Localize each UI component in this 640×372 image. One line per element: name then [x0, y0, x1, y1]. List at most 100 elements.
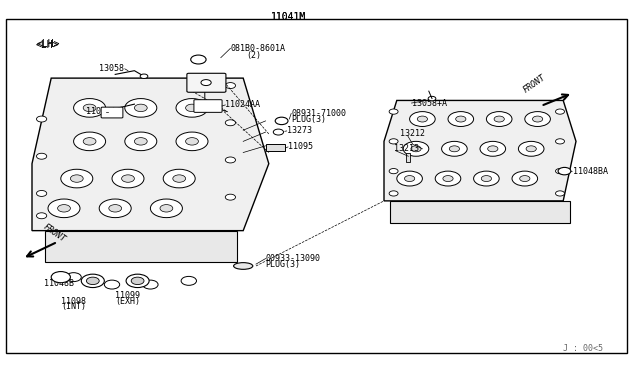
Circle shape [225, 83, 236, 89]
Circle shape [186, 138, 198, 145]
Circle shape [443, 176, 453, 182]
Circle shape [99, 199, 131, 218]
Circle shape [474, 171, 499, 186]
Circle shape [525, 112, 550, 126]
Circle shape [518, 141, 544, 156]
Circle shape [122, 175, 134, 182]
Circle shape [556, 169, 564, 174]
Circle shape [556, 109, 564, 114]
Circle shape [532, 116, 543, 122]
Circle shape [558, 167, 571, 175]
Circle shape [48, 199, 80, 218]
Circle shape [186, 104, 198, 112]
Text: 11095: 11095 [288, 142, 313, 151]
Circle shape [488, 146, 498, 152]
Circle shape [104, 280, 120, 289]
Text: PLUG(3): PLUG(3) [266, 260, 301, 269]
Text: 11099: 11099 [115, 291, 141, 300]
FancyBboxPatch shape [194, 100, 222, 112]
Circle shape [403, 141, 429, 156]
Circle shape [389, 191, 398, 196]
Circle shape [404, 176, 415, 182]
Text: (INT): (INT) [61, 302, 86, 311]
Text: (2): (2) [246, 51, 261, 60]
Text: <LH>: <LH> [36, 39, 60, 48]
Polygon shape [384, 100, 576, 201]
Circle shape [556, 139, 564, 144]
Text: 13058+A: 13058+A [412, 99, 447, 108]
Text: 13212: 13212 [400, 129, 425, 138]
Circle shape [480, 141, 506, 156]
Circle shape [397, 171, 422, 186]
Circle shape [225, 194, 236, 200]
Circle shape [176, 99, 208, 117]
Circle shape [520, 176, 530, 182]
Polygon shape [45, 231, 237, 262]
Text: FRONT: FRONT [522, 73, 547, 95]
Bar [406, 153, 410, 162]
Circle shape [150, 199, 182, 218]
Text: 11041M: 11041M [270, 12, 306, 22]
Circle shape [61, 169, 93, 188]
Circle shape [125, 99, 157, 117]
Circle shape [389, 169, 398, 174]
Text: PLUG(3): PLUG(3) [291, 115, 326, 124]
Circle shape [456, 116, 466, 122]
Text: 11024A: 11024A [86, 107, 116, 116]
FancyBboxPatch shape [187, 73, 226, 92]
Circle shape [125, 132, 157, 151]
Circle shape [36, 190, 47, 196]
Circle shape [74, 132, 106, 151]
FancyBboxPatch shape [101, 107, 123, 118]
Text: 11024AA: 11024AA [225, 100, 260, 109]
Circle shape [389, 109, 398, 114]
Circle shape [225, 157, 236, 163]
Circle shape [36, 116, 47, 122]
Circle shape [448, 112, 474, 126]
Text: <LH>: <LH> [35, 40, 59, 49]
Circle shape [201, 80, 211, 86]
Circle shape [36, 153, 47, 159]
Circle shape [86, 277, 99, 285]
Circle shape [131, 277, 144, 285]
Circle shape [176, 132, 208, 151]
Circle shape [273, 129, 284, 135]
Text: 13273: 13273 [287, 126, 312, 135]
Circle shape [36, 213, 47, 219]
Circle shape [225, 120, 236, 126]
Text: FRONT: FRONT [42, 222, 67, 244]
Circle shape [160, 205, 173, 212]
Ellipse shape [234, 263, 253, 269]
Circle shape [410, 112, 435, 126]
Circle shape [134, 138, 147, 145]
Circle shape [191, 55, 206, 64]
Text: 11048B: 11048B [44, 279, 74, 288]
Circle shape [449, 146, 460, 152]
Circle shape [181, 276, 196, 285]
Circle shape [140, 74, 148, 78]
Text: 11098: 11098 [61, 297, 86, 306]
Circle shape [66, 273, 81, 282]
Text: (EXH): (EXH) [115, 297, 141, 306]
Circle shape [428, 96, 436, 101]
Circle shape [83, 138, 96, 145]
Text: 11048BA: 11048BA [573, 167, 608, 176]
Circle shape [389, 139, 398, 144]
Text: 13213: 13213 [394, 144, 419, 153]
Text: 00933-13090: 00933-13090 [266, 254, 321, 263]
Circle shape [556, 191, 564, 196]
Circle shape [70, 175, 83, 182]
Circle shape [81, 274, 104, 288]
Polygon shape [390, 201, 570, 223]
Circle shape [143, 280, 158, 289]
Circle shape [173, 175, 186, 182]
Circle shape [74, 99, 106, 117]
Bar [266, 144, 285, 151]
Text: 11041M: 11041M [270, 12, 306, 22]
Circle shape [526, 146, 536, 152]
Text: 081B0-8601A: 081B0-8601A [230, 44, 285, 53]
Text: J : 00<5: J : 00<5 [563, 344, 604, 353]
Circle shape [481, 176, 492, 182]
Text: 13058: 13058 [99, 64, 124, 73]
Circle shape [112, 169, 144, 188]
